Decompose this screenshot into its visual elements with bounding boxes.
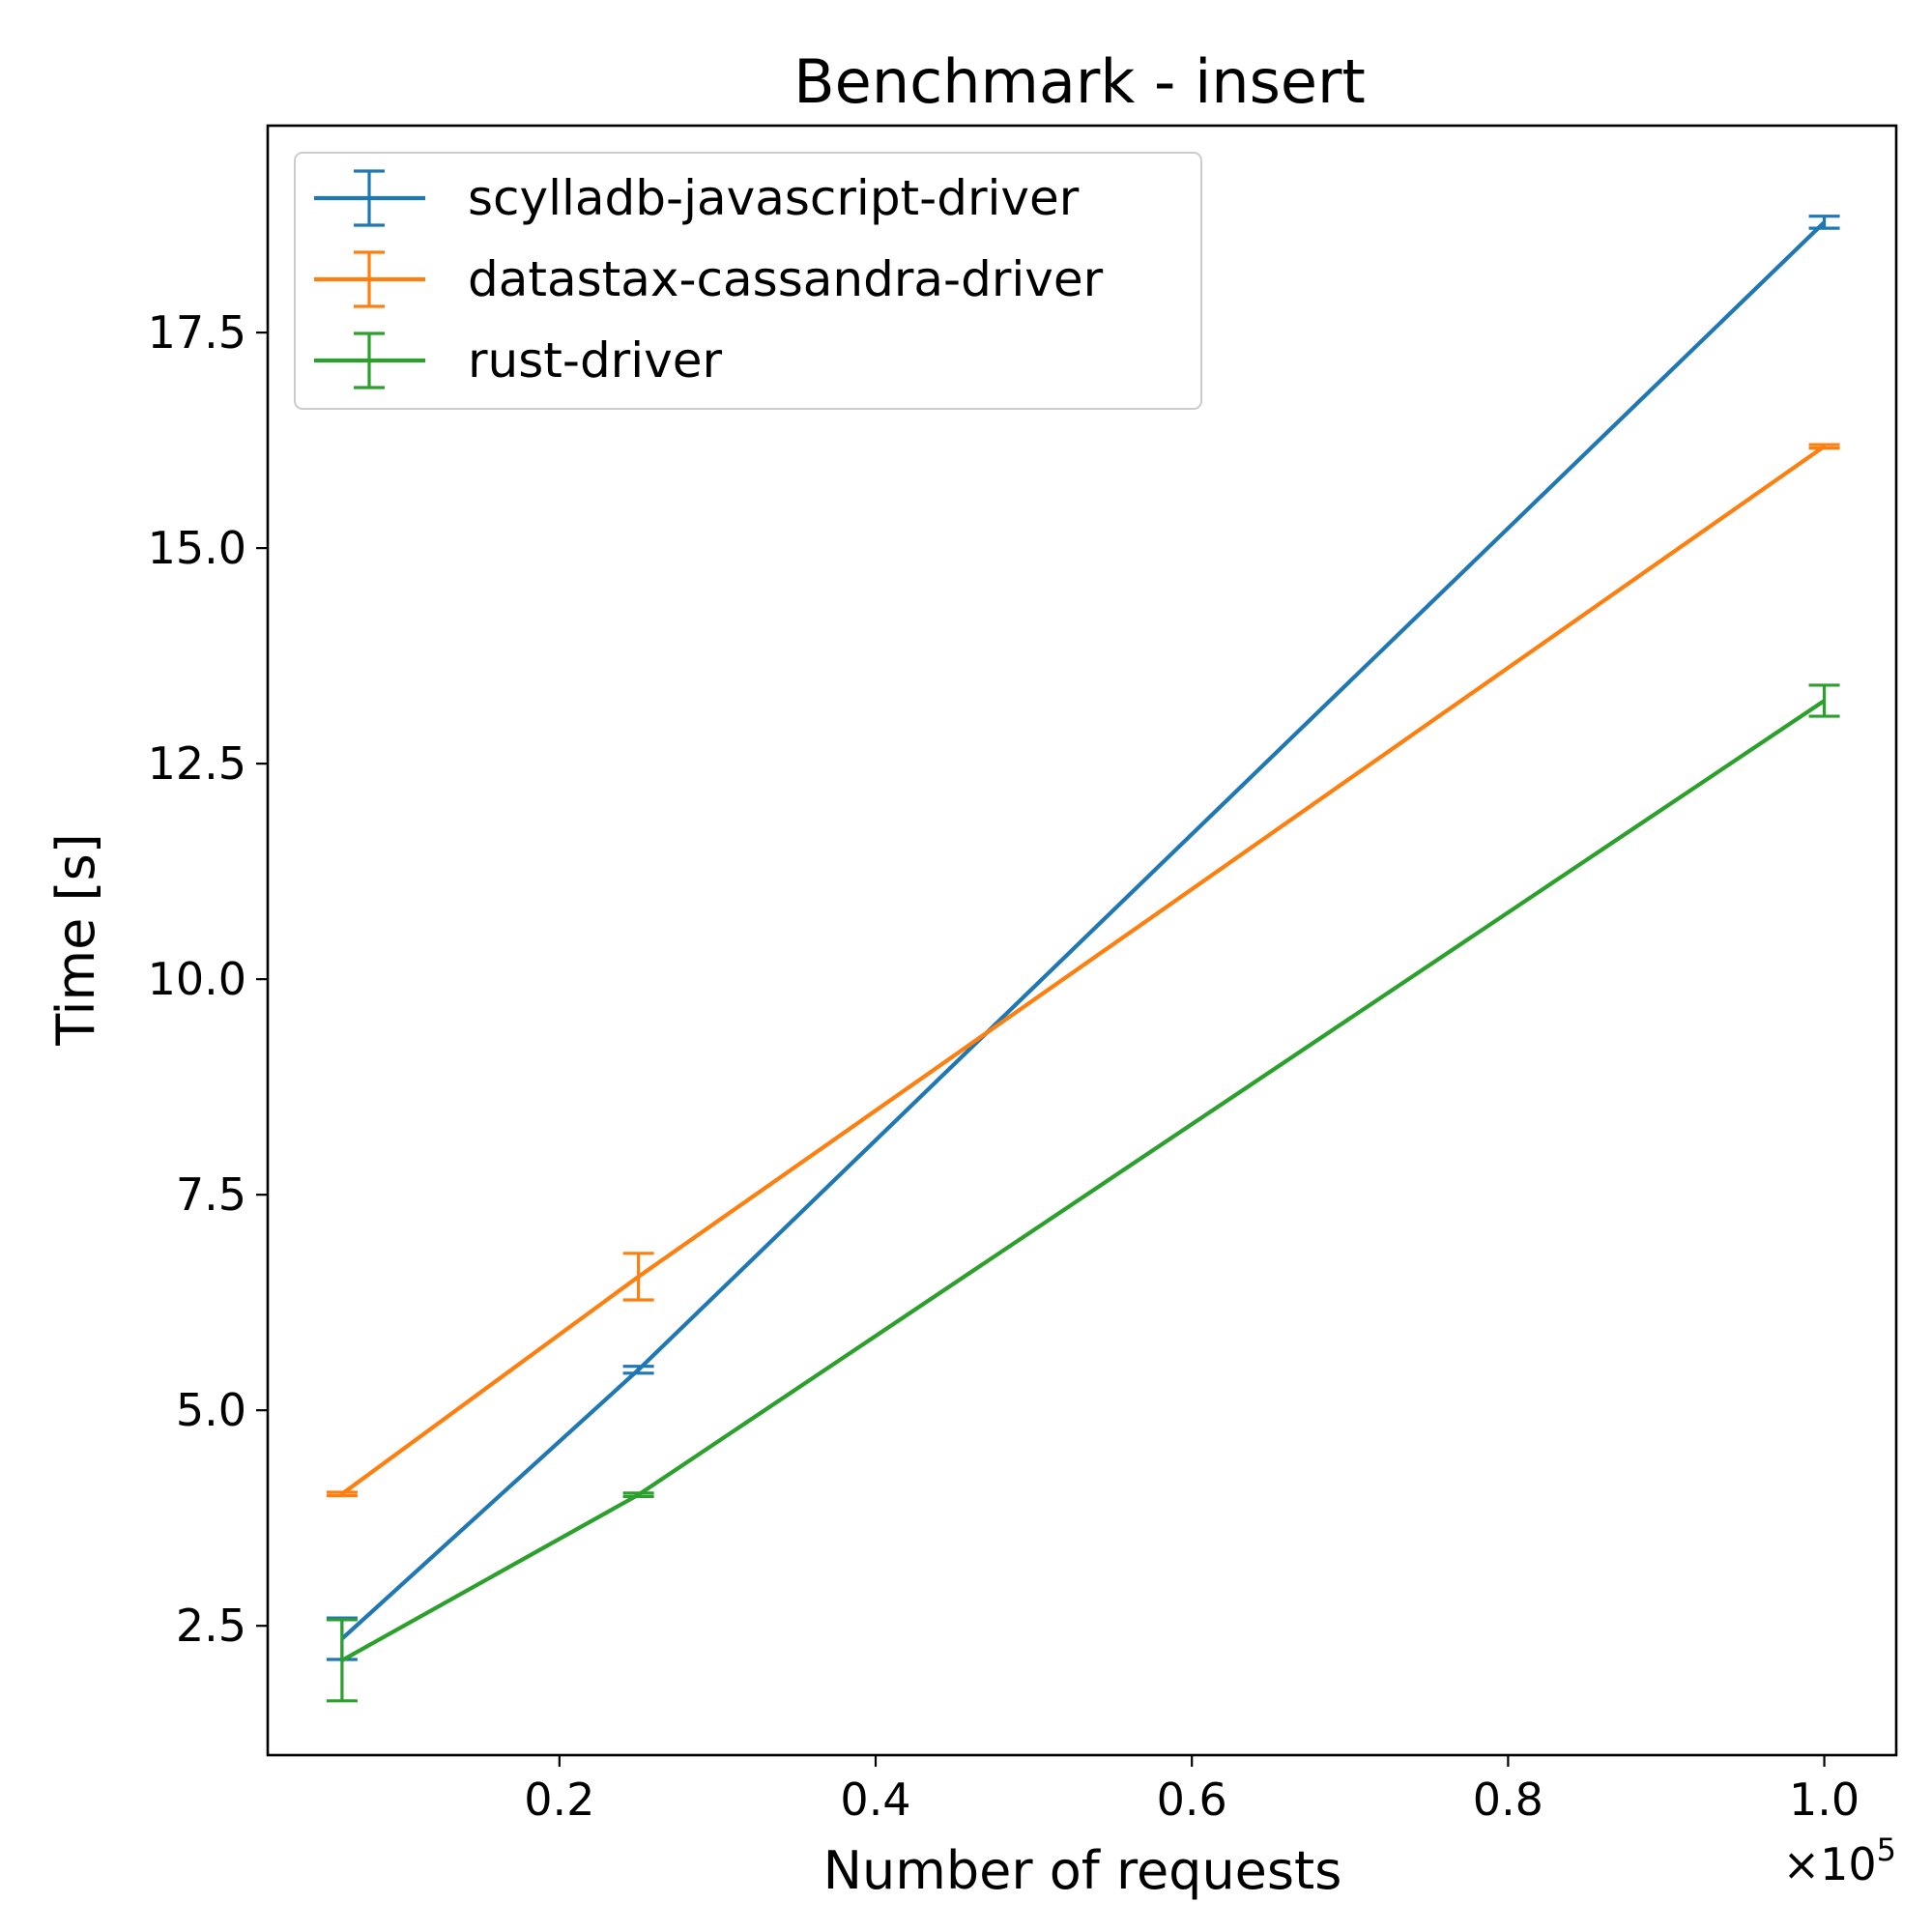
x-axis-offset-base: ×10: [1783, 1838, 1877, 1890]
x-axis-offset-exponent: 5: [1877, 1831, 1896, 1868]
plot-frame: [266, 124, 1898, 1757]
legend-entry: rust-driver: [314, 332, 722, 389]
legend-entry: scylladb-javascript-driver: [314, 169, 1080, 227]
x-axis-ticks: 0.2 0.4 0.6 0.8 1.0: [524, 1755, 1860, 1826]
legend-label: datastax-cassandra-driver: [468, 251, 1104, 307]
x-axis-label: Number of requests: [823, 1840, 1342, 1901]
y-tick-label: 15.0: [148, 522, 246, 574]
series-line: [340, 220, 1827, 1641]
series-line: [340, 699, 1826, 1662]
x-tick-label: 0.6: [1157, 1773, 1227, 1826]
error-bar: [1808, 443, 1840, 450]
series-layer: [326, 215, 1840, 1703]
y-tick-label: 2.5: [176, 1600, 246, 1652]
error-bar: [326, 1618, 358, 1703]
error-bar: [1808, 215, 1840, 230]
series-line: [340, 445, 1826, 1496]
error-bar: [622, 1252, 654, 1302]
x-tick-label: 0.2: [524, 1773, 594, 1826]
y-tick-label: 5.0: [176, 1384, 246, 1436]
error-bar: [622, 1365, 654, 1375]
y-axis-label: Time [s]: [45, 833, 106, 1047]
x-tick-label: 0.8: [1473, 1773, 1543, 1826]
x-axis-offset: ×105: [1783, 1831, 1896, 1890]
legend-box: [294, 152, 1202, 410]
y-tick-label: 12.5: [148, 737, 246, 790]
legend-entries: scylladb-javascript-driver datastax-cassa…: [314, 169, 1104, 389]
legend-entry: datastax-cassandra-driver: [314, 250, 1104, 308]
y-tick-label: 17.5: [148, 306, 246, 359]
x-tick-label: 1.0: [1789, 1773, 1860, 1826]
x-tick-label: 0.4: [840, 1773, 910, 1826]
error-bar: [326, 1490, 358, 1498]
error-bar: [1808, 683, 1840, 718]
chart-title: Benchmark - insert: [793, 46, 1366, 117]
legend: scylladb-javascript-driver datastax-cassa…: [294, 152, 1202, 410]
y-tick-label: 10.0: [148, 953, 246, 1005]
legend-label: rust-driver: [468, 332, 722, 389]
error-bar: [622, 1491, 654, 1498]
y-axis-ticks: 2.5 5.0 7.5 10.0 12.5 15.0 17.5: [148, 306, 268, 1652]
legend-label: scylladb-javascript-driver: [468, 170, 1080, 226]
y-tick-label: 7.5: [176, 1168, 246, 1221]
